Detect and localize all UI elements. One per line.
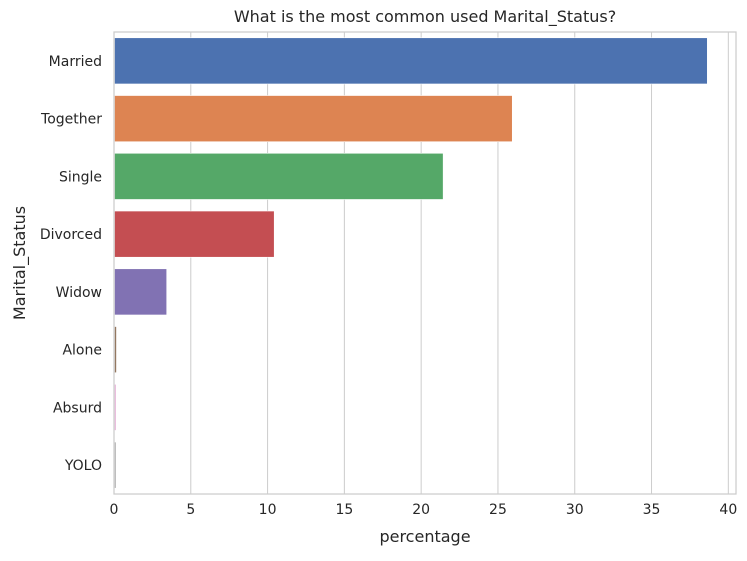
bar-yolo — [114, 441, 117, 489]
y-tick-label: Together — [40, 112, 102, 128]
x-tick-label: 40 — [719, 502, 737, 518]
bar-layer — [114, 37, 708, 489]
x-tick-label: 25 — [489, 502, 507, 518]
y-tick-label: Widow — [56, 285, 102, 301]
y-tick-label: Alone — [62, 343, 102, 359]
bar-together — [114, 95, 513, 143]
x-tick-label: 35 — [643, 502, 661, 518]
plot-frame — [113, 31, 737, 495]
x-tick-labels: 0 5 10 15 20 25 30 35 40 — [110, 502, 738, 518]
x-tick-label: 20 — [412, 502, 430, 518]
bar-single — [114, 152, 444, 200]
bar-absurd — [114, 383, 117, 431]
y-tick-label: Divorced — [40, 227, 102, 243]
bar-widow — [114, 268, 168, 316]
y-axis-label: Marital_Status — [10, 206, 30, 320]
y-tick-label: YOLO — [64, 458, 102, 474]
x-tick-label: 30 — [566, 502, 584, 518]
x-axis-label: percentage — [379, 527, 470, 546]
x-tick-label: 15 — [335, 502, 353, 518]
y-tick-label: Single — [59, 169, 102, 185]
bar-married — [114, 37, 708, 85]
bar-alone — [114, 326, 117, 374]
x-tick-label: 0 — [110, 502, 119, 518]
y-tick-labels: Married Together Single Divorced Widow Alone A… — [40, 54, 102, 474]
x-tick-label: 5 — [186, 502, 195, 518]
x-tick-label: 10 — [259, 502, 277, 518]
y-tick-label: Absurd — [53, 400, 102, 416]
bar-divorced — [114, 210, 275, 258]
chart-title: What is the most common used Marital_Sta… — [234, 7, 616, 27]
y-tick-label: Married — [49, 54, 102, 70]
